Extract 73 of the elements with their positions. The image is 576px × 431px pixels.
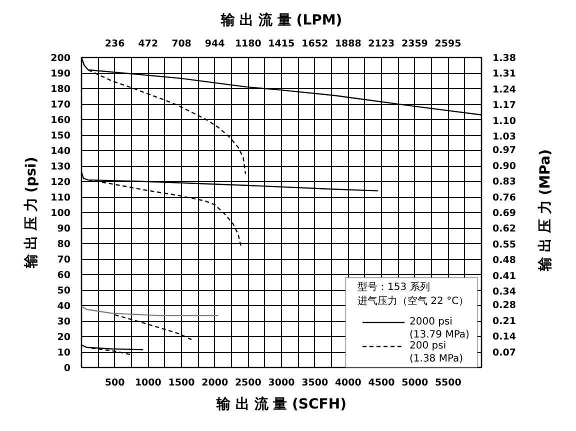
y-tick-label: 60 <box>57 270 71 281</box>
y-tick-label: 110 <box>50 192 71 204</box>
y2-tick-label: 0.21 <box>492 316 516 327</box>
x2-tick-label: 1415 <box>268 38 295 50</box>
y2-tick-label: 1.31 <box>492 68 516 80</box>
y2-tick-label: 0.83 <box>492 176 516 188</box>
y-tick-label: 170 <box>50 100 71 110</box>
y-tick-label: 10 <box>57 348 71 358</box>
x2-tick-label: 2359 <box>401 38 428 50</box>
line-series <box>82 306 219 316</box>
y2-tick-label: 0.28 <box>492 300 516 312</box>
y2-tick-label: 0.34 <box>492 286 516 298</box>
y-axis-title: 输 出 压 力 (psi) <box>24 156 40 270</box>
y-tick-label: 150 <box>50 130 71 142</box>
annotation: 型号：153 系列 <box>358 281 430 293</box>
x-tick-label: 2000 <box>202 378 228 388</box>
x-tick-label: 5500 <box>434 378 462 388</box>
y-tick-label: 120 <box>50 177 71 188</box>
y2-tick-label: 1.03 <box>492 132 516 143</box>
y-tick-label: 190 <box>50 68 71 80</box>
x2-tick-label: 2123 <box>368 38 395 50</box>
x2-tick-label: 944 <box>204 38 226 50</box>
y-tick-label: 140 <box>50 146 71 157</box>
y2-tick-label: 0.76 <box>492 192 516 204</box>
y2-tick-label: 0.97 <box>492 145 516 156</box>
y-tick-label: 90 <box>57 224 71 234</box>
x-tick-label: 1500 <box>168 378 196 388</box>
x-tick-label: 5000 <box>402 378 428 388</box>
y2-tick-label: 1.10 <box>492 116 516 127</box>
x-tick-label: 2500 <box>234 378 262 388</box>
x2-tick-label: 1180 <box>234 38 262 50</box>
x-tick-label: 4500 <box>368 378 396 388</box>
y2-tick-label: 0.14 <box>492 332 516 343</box>
legend-label: 2000 psi (13.79 MPa) <box>410 316 470 341</box>
y-tick-label: 70 <box>57 254 71 266</box>
y-tick-label: 100 <box>50 208 71 219</box>
y2-tick-label: 1.38 <box>492 53 516 64</box>
y-tick-label: 80 <box>57 239 71 250</box>
x2-tick-label: 236 <box>104 38 126 50</box>
y2-tick-label: 0.07 <box>492 347 516 358</box>
y-tick-label: 50 <box>57 286 71 296</box>
y2-tick-label: 0.69 <box>492 208 516 219</box>
y-tick-label: 200 <box>50 53 71 64</box>
x-axis-title: 输 出 流 量 (SCFH) <box>216 396 346 412</box>
x-tick-label: 4000 <box>334 378 362 388</box>
x-tick-label: 500 <box>104 378 126 388</box>
y2-tick-label: 0.90 <box>492 160 516 172</box>
y2-tick-label: 0.41 <box>492 270 516 282</box>
line-series <box>114 314 192 340</box>
x2-tick-label: 1888 <box>334 38 362 50</box>
y-tick-label: 130 <box>50 162 71 172</box>
y-tick-label: 0 <box>64 363 71 374</box>
legend-title: 进气压力（空气 22 °C） <box>358 295 469 307</box>
x2-axis-title: 输 出 流 量 (LPM) <box>220 12 342 28</box>
x2-tick-label: 472 <box>138 38 158 50</box>
x-tick-label: 1000 <box>134 378 162 388</box>
legend-label: 200 psi (1.38 MPa) <box>410 340 464 365</box>
x2-tick-label: 1652 <box>302 38 328 50</box>
y2-tick-label: 1.24 <box>492 84 516 96</box>
y-tick-label: 20 <box>57 332 71 343</box>
y2-tick-label: 1.17 <box>492 100 516 112</box>
x-tick-label: 3500 <box>302 378 328 388</box>
y2-tick-label: 0.62 <box>492 224 516 235</box>
y-tick-label: 30 <box>57 316 71 328</box>
y2-tick-label: 0.48 <box>492 255 516 266</box>
x2-tick-label: 708 <box>172 38 192 50</box>
y-tick-label: 40 <box>57 301 71 312</box>
x2-tick-label: 2595 <box>434 38 462 50</box>
y-tick-label: 180 <box>50 84 71 95</box>
y2-axis-title: 输 出 压 力 (MPa) <box>538 149 554 272</box>
y2-tick-label: 0.55 <box>492 239 516 250</box>
y-tick-label: 160 <box>50 115 71 126</box>
x-tick-label: 3000 <box>268 378 296 388</box>
